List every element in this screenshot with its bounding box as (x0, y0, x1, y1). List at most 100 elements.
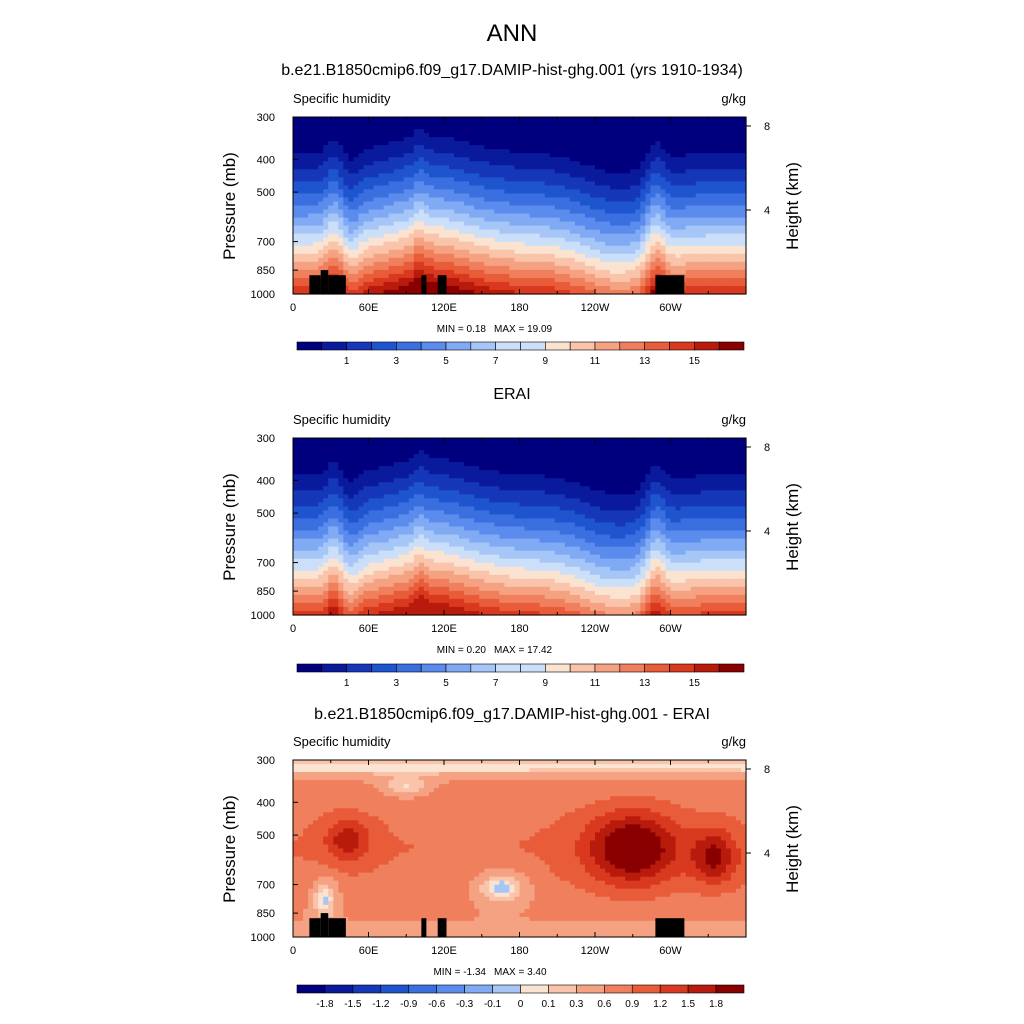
field-cell (514, 285, 521, 291)
field-cell (459, 129, 465, 134)
field-cell (685, 269, 692, 275)
field-cell (600, 470, 606, 475)
field-cell (589, 189, 596, 195)
field-cell (685, 181, 692, 186)
field-cell (428, 169, 435, 174)
field-cell (690, 221, 697, 227)
field-cell (740, 233, 747, 239)
field-cell (695, 121, 702, 126)
field-cell (459, 185, 465, 191)
field-cell (720, 173, 727, 178)
field-cell (660, 137, 667, 142)
field-cell (650, 173, 656, 178)
field-cell (398, 450, 405, 455)
field-cell (338, 450, 344, 455)
field-cell (700, 217, 707, 223)
field-cell (655, 253, 662, 259)
field-cell (554, 458, 561, 463)
field-cell (499, 446, 505, 451)
field-cell (363, 273, 370, 279)
field-cell (645, 173, 651, 178)
field-cell (735, 129, 742, 134)
field-cell (680, 121, 687, 126)
field-cell (373, 225, 380, 231)
field-cell (308, 229, 314, 235)
field-cell (605, 149, 611, 154)
field-cell (499, 229, 505, 235)
field-cell (479, 209, 485, 215)
field-cell (378, 169, 385, 174)
field-cell (610, 141, 616, 146)
field-cell (589, 249, 596, 255)
field-cell (499, 245, 505, 251)
field-cell (433, 249, 440, 255)
field-cell (569, 133, 576, 138)
field-cell (418, 185, 425, 191)
field-cell (484, 225, 490, 231)
field-cell (418, 157, 425, 162)
field-cell (489, 221, 495, 227)
field-cell (318, 237, 324, 243)
field-cell (605, 474, 611, 479)
field-cell (655, 185, 662, 191)
field-cell (665, 261, 672, 267)
field-cell (675, 233, 682, 239)
field-cell (610, 438, 616, 443)
field-cell (579, 257, 586, 263)
field-cell (534, 201, 541, 207)
field-cell (554, 197, 561, 203)
field-cell (584, 245, 591, 251)
field-cell (418, 161, 425, 166)
field-cell (509, 285, 516, 291)
field-cell (584, 470, 591, 475)
field-cell (318, 201, 324, 207)
field-cell (353, 446, 360, 451)
field-cell (584, 225, 591, 231)
field-cell (564, 173, 571, 178)
field-cell (564, 137, 571, 142)
field-cell (363, 454, 370, 459)
field-cell (423, 173, 430, 178)
field-cell (524, 125, 531, 130)
field-cell (464, 458, 470, 463)
field-cell (645, 117, 651, 122)
field-cell (358, 470, 365, 475)
field-cell (685, 277, 692, 283)
field-cell (413, 277, 420, 283)
field-cell (484, 265, 490, 271)
field-cell (715, 446, 722, 451)
field-cell (449, 442, 455, 447)
field-cell (459, 249, 465, 255)
field-cell (328, 185, 334, 191)
field-cell (715, 241, 722, 247)
field-cell (549, 229, 556, 235)
field-cell (554, 249, 561, 255)
field-cell (484, 165, 490, 170)
field-cell (368, 197, 375, 203)
field-cell (660, 241, 667, 247)
field-cell (645, 442, 651, 447)
field-cell (484, 269, 490, 275)
field-cell (605, 157, 611, 162)
field-cell (665, 213, 672, 219)
field-cell (383, 133, 390, 138)
field-cell (564, 458, 571, 463)
field-cell (589, 225, 596, 231)
field-cell (539, 442, 546, 447)
field-cell (358, 197, 365, 203)
field-cell (433, 233, 440, 239)
field-cell (630, 213, 636, 219)
field-cell (509, 466, 516, 471)
field-cell (479, 141, 485, 146)
field-cell (700, 209, 707, 215)
field-cell (600, 201, 606, 207)
field-cell (630, 209, 636, 215)
field-cell (433, 446, 440, 451)
field-cell (625, 253, 631, 259)
field-cell (509, 165, 516, 170)
field-cell (615, 117, 621, 122)
field-cell (328, 454, 334, 459)
field-cell (660, 197, 667, 203)
field-cell (735, 229, 742, 235)
field-cell (494, 450, 500, 455)
